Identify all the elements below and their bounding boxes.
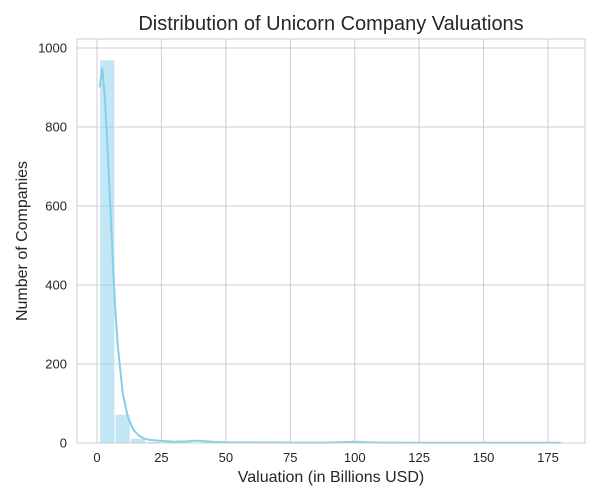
y-axis-label: Number of Companies <box>14 161 31 321</box>
x-tick-label: 175 <box>537 450 559 465</box>
y-tick-label: 400 <box>45 278 67 293</box>
x-axis-label: Valuation (in Billions USD) <box>238 469 424 486</box>
y-tick-label: 600 <box>45 199 67 214</box>
x-tick-label: 75 <box>283 450 297 465</box>
y-tick-label: 1000 <box>38 41 67 56</box>
x-tick-label: 0 <box>93 450 100 465</box>
x-tick-label: 100 <box>344 450 366 465</box>
x-tick-label: 150 <box>473 450 495 465</box>
y-tick-label: 800 <box>45 120 67 135</box>
y-tick-label: 0 <box>60 436 67 451</box>
y-tick-label: 200 <box>45 357 67 372</box>
kde-curve <box>98 67 561 444</box>
x-axis-ticks: 0 25 50 75 100 125 150 175 <box>93 450 558 465</box>
y-axis-ticks: 0 200 400 600 800 1000 <box>38 41 67 451</box>
x-tick-label: 25 <box>154 450 168 465</box>
gridlines <box>77 39 585 444</box>
plot-frame <box>76 38 586 444</box>
histogram-bars <box>99 59 562 444</box>
chart-title: Distribution of Unicorn Company Valuatio… <box>138 13 523 35</box>
x-tick-label: 125 <box>408 450 430 465</box>
x-tick-label: 50 <box>219 450 233 465</box>
